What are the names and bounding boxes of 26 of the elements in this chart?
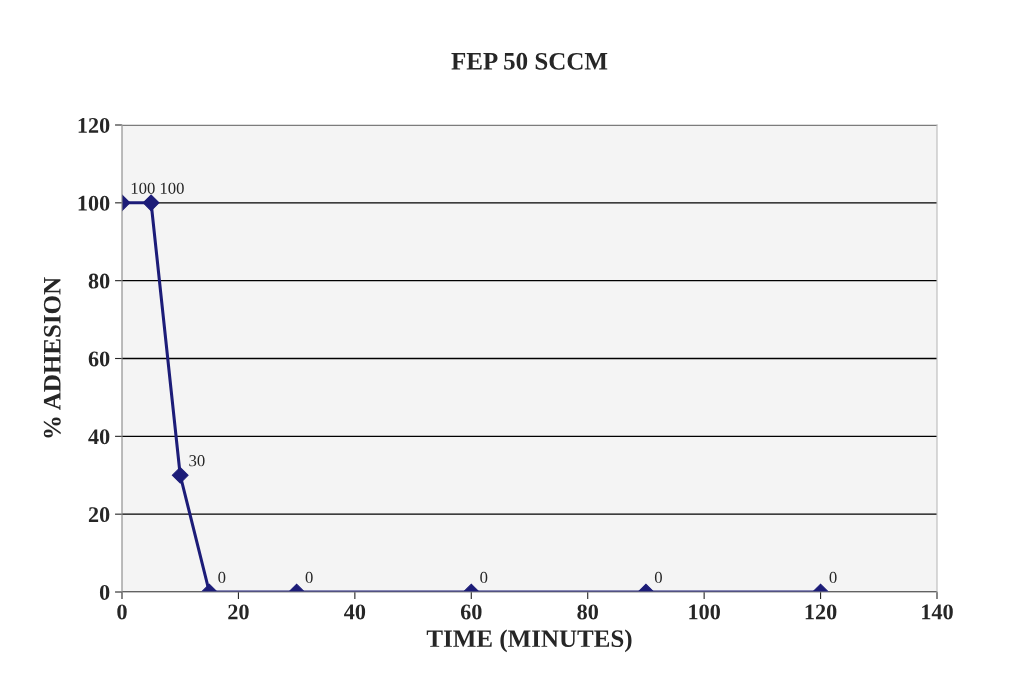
data-label: 100 (160, 182, 184, 194)
x-tick-label: 0 (117, 604, 127, 620)
y-tick-label: 100 (78, 195, 110, 211)
data-label: 0 (218, 571, 226, 584)
x-tick-label: 60 (460, 604, 482, 620)
x-tick-label: 120 (805, 604, 837, 620)
x-tick-label: 100 (689, 604, 720, 620)
y-tick-label: 20 (88, 507, 110, 523)
y-tick-label: 0 (99, 584, 110, 600)
x-tick-label: 20 (228, 604, 249, 620)
x-tick-label: 140 (922, 604, 953, 620)
data-label: 30 (189, 455, 205, 467)
y-tick-label: 80 (88, 273, 110, 289)
y-tick-label: 60 (88, 351, 110, 367)
data-label: 0 (480, 571, 488, 584)
data-label: 100 (131, 182, 155, 194)
y-tick-label: 40 (88, 429, 110, 445)
x-tick-label: 40 (344, 604, 366, 620)
x-axis-title: TIME (MINUTES) (426, 629, 632, 653)
chart-title: FEP 50 SCCM (451, 52, 608, 70)
x-tick-label: 80 (577, 604, 598, 620)
y-tick-label: 120 (78, 117, 110, 133)
data-label: 0 (829, 571, 837, 584)
y-axis-title: % ADHESION (43, 277, 61, 438)
data-label: 0 (654, 571, 662, 584)
data-label: 0 (305, 571, 313, 584)
